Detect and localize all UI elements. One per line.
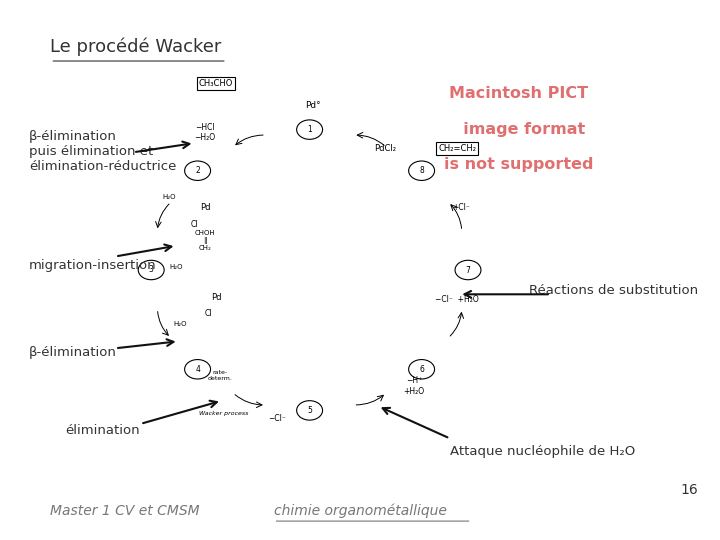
Text: Pd: Pd [200,204,210,212]
Text: Attaque nucléophile de H₂O: Attaque nucléophile de H₂O [450,446,635,458]
Text: Réactions de substitution: Réactions de substitution [529,284,698,296]
Text: Master 1 CV et CMSM: Master 1 CV et CMSM [50,504,200,518]
Text: −Cl⁻  +H₂O: −Cl⁻ +H₂O [436,295,479,304]
Text: 5: 5 [307,406,312,415]
Circle shape [409,360,435,379]
Text: CH₂=CH₂: CH₂=CH₂ [438,144,476,153]
Text: Wacker process: Wacker process [199,410,248,416]
Text: 7: 7 [466,266,470,274]
Text: −Cl⁻: −Cl⁻ [269,414,286,423]
Text: 4: 4 [195,365,200,374]
Text: −HCl
−H₂O: −HCl −H₂O [194,123,216,142]
Text: −H⁺
+H₂O: −H⁺ +H₂O [403,376,425,396]
Circle shape [138,260,164,280]
Text: Cl: Cl [205,309,212,318]
Text: image format: image format [451,122,585,137]
Text: H₂O: H₂O [174,321,186,327]
Text: Le procédé Wacker: Le procédé Wacker [50,38,222,56]
Text: élimination: élimination [65,424,140,437]
Text: Macintosh PICT: Macintosh PICT [449,86,588,102]
Text: β-élimination
puis élimination et
élimination-réductrice: β-élimination puis élimination et élimin… [29,130,176,173]
Text: chimie organométallique: chimie organométallique [274,504,446,518]
Circle shape [297,401,323,420]
Text: rate-
determ.: rate- determ. [207,370,232,381]
Circle shape [184,161,210,180]
Text: Cl: Cl [191,220,198,228]
Text: migration-insertion: migration-insertion [29,259,156,272]
Circle shape [297,120,323,139]
Text: Pd: Pd [211,293,221,301]
Circle shape [455,260,481,280]
Text: Pd°: Pd° [305,101,321,110]
Text: β-élimination: β-élimination [29,346,117,359]
Text: is not supported: is not supported [444,157,593,172]
Circle shape [184,360,210,379]
Text: 8: 8 [419,166,424,175]
Text: 16: 16 [680,483,698,497]
Circle shape [409,161,435,180]
Text: +Cl⁻: +Cl⁻ [452,204,469,212]
Text: 6: 6 [419,365,424,374]
Text: H₂O: H₂O [170,264,183,271]
Text: CHOH
‖
CH₂: CHOH ‖ CH₂ [195,230,215,251]
Text: PdCl₂: PdCl₂ [374,144,396,153]
Text: 2: 2 [195,166,200,175]
Text: 1: 1 [307,125,312,134]
Text: 3: 3 [149,266,153,274]
Text: CH₃CHO: CH₃CHO [199,79,233,88]
Text: H₂O: H₂O [163,194,176,200]
